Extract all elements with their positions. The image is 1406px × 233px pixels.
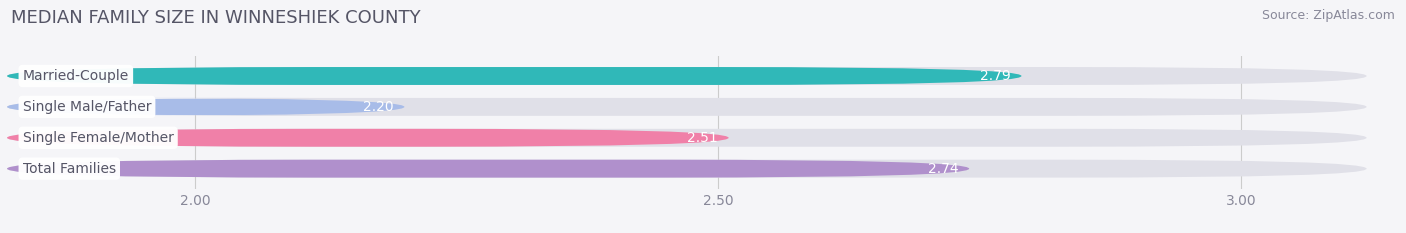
FancyBboxPatch shape (7, 160, 969, 178)
Text: Source: ZipAtlas.com: Source: ZipAtlas.com (1261, 9, 1395, 22)
Text: Total Families: Total Families (22, 162, 115, 176)
FancyBboxPatch shape (7, 98, 1367, 116)
Text: 2.51: 2.51 (688, 131, 718, 145)
Text: MEDIAN FAMILY SIZE IN WINNESHIEK COUNTY: MEDIAN FAMILY SIZE IN WINNESHIEK COUNTY (11, 9, 420, 27)
Text: 2.74: 2.74 (928, 162, 959, 176)
FancyBboxPatch shape (7, 98, 405, 116)
Text: Married-Couple: Married-Couple (22, 69, 129, 83)
Text: Single Female/Mother: Single Female/Mother (22, 131, 173, 145)
Text: 2.79: 2.79 (980, 69, 1011, 83)
FancyBboxPatch shape (7, 67, 1022, 85)
FancyBboxPatch shape (7, 67, 1367, 85)
FancyBboxPatch shape (7, 129, 1367, 147)
FancyBboxPatch shape (7, 160, 1367, 178)
Text: 2.20: 2.20 (363, 100, 394, 114)
FancyBboxPatch shape (7, 129, 728, 147)
Text: Single Male/Father: Single Male/Father (22, 100, 152, 114)
